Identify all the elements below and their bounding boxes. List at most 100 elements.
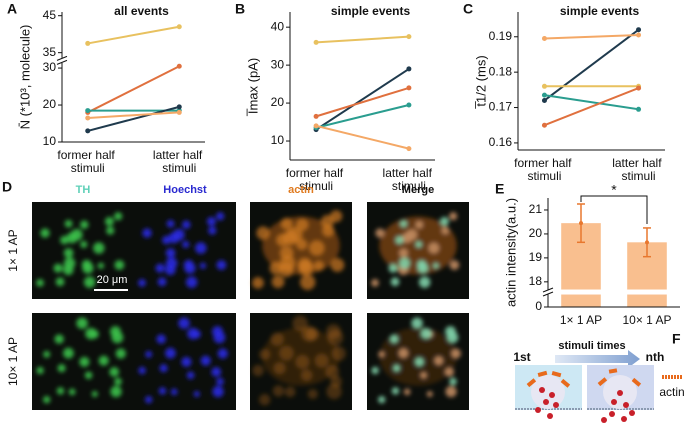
cell <box>55 277 65 287</box>
panel-label: C <box>463 1 473 17</box>
cell <box>301 325 317 342</box>
x-tick-label: former half stimuli <box>57 148 118 175</box>
cell <box>296 238 308 251</box>
cell <box>54 334 64 344</box>
cell <box>298 260 314 276</box>
y-axis-label: I̅max (pA) <box>245 58 260 117</box>
cell <box>330 258 345 272</box>
cell <box>439 216 449 226</box>
cell <box>186 371 195 380</box>
y-tick-label: 35 <box>43 45 57 59</box>
point <box>541 83 547 89</box>
cell <box>68 388 76 396</box>
cell <box>300 369 313 382</box>
cell <box>200 355 211 366</box>
point <box>541 92 547 98</box>
cell <box>307 388 318 400</box>
point <box>176 24 182 30</box>
cell <box>331 346 346 361</box>
cell <box>325 365 340 379</box>
cell <box>398 248 409 258</box>
channel-label: Hoechst <box>163 184 207 196</box>
chart-title: all events <box>114 4 169 18</box>
cell <box>63 347 74 359</box>
process-label: stimuli times <box>558 340 625 352</box>
chart-title: simple events <box>560 4 640 18</box>
cell <box>217 348 228 359</box>
point <box>541 36 547 42</box>
cell <box>309 240 325 256</box>
signal <box>36 317 126 404</box>
series-line <box>543 28 640 102</box>
cell <box>279 255 296 271</box>
cell <box>395 235 404 245</box>
signal <box>138 212 227 288</box>
cell <box>165 257 178 269</box>
point <box>636 106 642 112</box>
cell <box>83 276 96 288</box>
series-line <box>315 124 410 150</box>
series-line <box>87 25 180 45</box>
cell <box>279 246 294 260</box>
series-line <box>315 68 410 131</box>
bar-point <box>579 221 583 226</box>
axis-break <box>543 289 553 295</box>
cell <box>252 277 264 289</box>
cell <box>166 219 175 228</box>
series-line <box>544 94 639 111</box>
y-tick-label: 0.18 <box>489 64 513 78</box>
cell <box>399 219 408 228</box>
series-line <box>87 105 180 132</box>
series-line <box>316 35 409 44</box>
cell <box>441 226 450 235</box>
cell <box>110 385 122 398</box>
cell <box>173 228 185 241</box>
break-mark <box>542 287 554 293</box>
cell <box>36 366 44 375</box>
cell <box>104 216 114 226</box>
cell <box>295 354 310 369</box>
cell <box>109 367 120 377</box>
cell <box>195 242 207 254</box>
cell <box>420 327 432 340</box>
cell <box>417 262 429 274</box>
panel-label: D <box>2 179 12 195</box>
panel-label: F <box>672 331 681 347</box>
cell <box>155 263 165 273</box>
cell <box>259 348 271 360</box>
point <box>541 97 547 103</box>
cell <box>206 216 216 226</box>
micrograph <box>134 313 236 410</box>
point <box>636 32 642 38</box>
cell <box>279 345 294 361</box>
point <box>406 34 412 40</box>
cell <box>193 390 200 398</box>
cell <box>259 394 271 406</box>
chart-title: simple events <box>331 4 411 18</box>
cell <box>272 385 285 397</box>
cell <box>280 217 293 230</box>
y-tick-label: 19 <box>529 250 543 264</box>
cell <box>371 366 379 375</box>
cell <box>212 385 224 398</box>
cell <box>419 371 428 380</box>
cell <box>445 385 457 398</box>
point <box>85 128 91 134</box>
break-mark <box>542 291 554 297</box>
y-tick-label: 20 <box>43 97 57 111</box>
series-line <box>544 34 639 40</box>
signal <box>371 212 460 288</box>
cell <box>252 364 264 377</box>
cell <box>184 262 196 274</box>
row-label: 1× 1 AP <box>6 229 20 271</box>
cell <box>115 348 126 359</box>
cell <box>216 212 225 221</box>
cell <box>162 235 171 245</box>
panel-label: B <box>235 1 245 17</box>
cell <box>156 334 166 344</box>
cell <box>411 317 423 329</box>
y-tick-label: 21 <box>529 202 543 216</box>
point <box>636 27 642 33</box>
signal <box>138 317 228 404</box>
cell <box>276 233 289 247</box>
